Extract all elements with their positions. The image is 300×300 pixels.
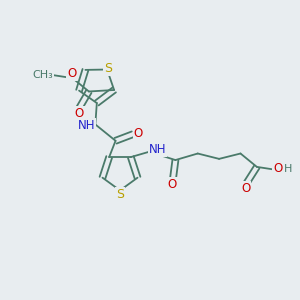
Text: O: O	[273, 162, 282, 175]
Text: NH: NH	[78, 119, 95, 132]
Text: O: O	[75, 107, 84, 120]
Text: O: O	[168, 178, 177, 191]
Text: O: O	[134, 127, 143, 140]
Text: S: S	[116, 188, 124, 201]
Text: S: S	[104, 62, 112, 75]
Text: CH₃: CH₃	[32, 70, 53, 80]
Text: NH: NH	[149, 143, 166, 156]
Text: H: H	[284, 164, 292, 174]
Text: O: O	[241, 182, 250, 195]
Text: O: O	[67, 68, 76, 80]
